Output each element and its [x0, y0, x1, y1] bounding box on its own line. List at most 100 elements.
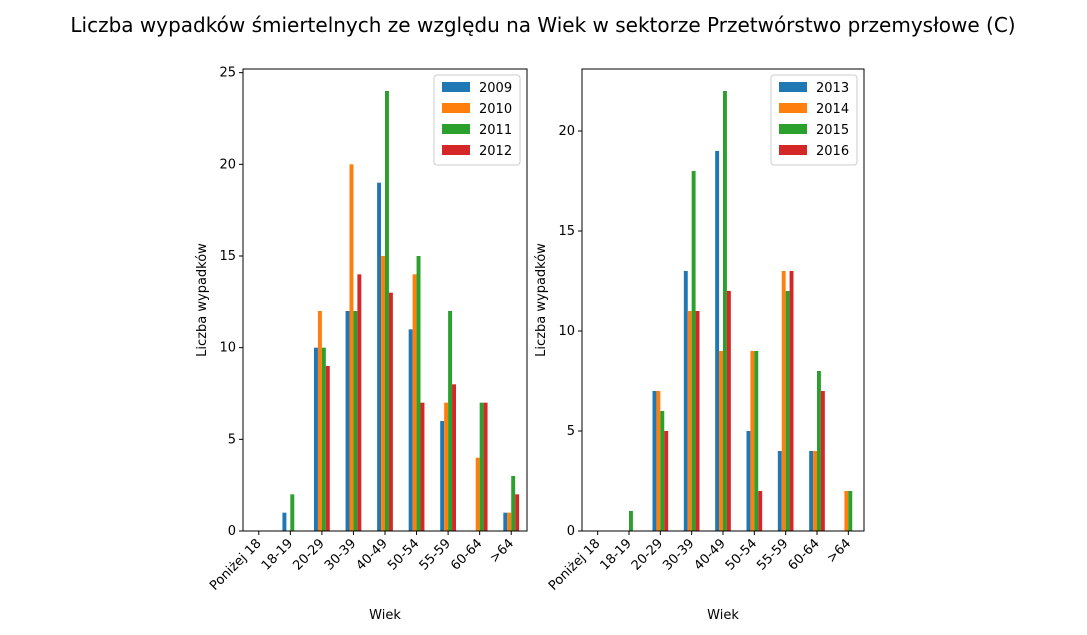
bar-2016-55-59 [789, 271, 794, 531]
legend-swatch-2011 [442, 124, 470, 134]
bar-2013-50-54 [746, 431, 751, 531]
legend-box [433, 74, 521, 166]
x-tick-label: 18-19 [259, 536, 296, 573]
bar-2009-20-29 [314, 347, 318, 531]
bar-2015-20-29 [660, 411, 665, 531]
legend: 2009 2010 2011 2012 [433, 74, 521, 166]
x-tick-label: 60-64 [786, 536, 823, 573]
y-tick-label: 5 [567, 424, 575, 439]
bar-2012-40-49 [388, 292, 393, 531]
bar-2016-20-29 [664, 431, 669, 531]
legend-label-2009: 2009 [479, 81, 512, 96]
bar-2016-30-39 [695, 311, 700, 531]
bar-2010->64 [507, 512, 512, 531]
legend: 2013 2014 2015 2016 [770, 74, 858, 166]
legend-label-2012: 2012 [479, 144, 512, 159]
bar-2013-20-29 [652, 391, 657, 531]
bar-2014-40-49 [719, 351, 723, 531]
bar-2016-50-54 [758, 491, 763, 531]
y-tick-label: 15 [558, 224, 575, 239]
legend-swatch-2015 [779, 124, 807, 134]
bar-2009-30-39 [345, 311, 350, 531]
x-tick-label: 60-64 [448, 536, 485, 573]
legend-label-2013: 2013 [816, 81, 849, 96]
x-tick-label: Poniżej 18 [546, 536, 603, 593]
y-tick-label: 15 [219, 249, 236, 264]
y-tick-label: 0 [228, 524, 236, 539]
x-tick-label: 50-54 [385, 536, 422, 573]
bar-2015-18-19 [629, 511, 633, 531]
x-tick-label: 50-54 [723, 536, 760, 573]
x-tick-label: 18-19 [598, 536, 635, 573]
x-tick-label: 40-49 [692, 536, 729, 573]
legend-label-2016: 2016 [816, 144, 849, 159]
legend-swatch-2016 [779, 145, 807, 155]
y-tick-label: 0 [567, 524, 575, 539]
bar-2011-60-64 [479, 402, 484, 531]
bar-2011-50-54 [416, 256, 421, 531]
bar-2011-18-19 [290, 494, 295, 531]
bar-2009->64 [503, 512, 508, 531]
x-axis-label: Wiek [707, 608, 739, 623]
bar-2009-55-59 [440, 421, 445, 531]
x-tick-label: >64 [487, 536, 517, 566]
bar-2015-60-64 [817, 371, 821, 531]
y-axis-label: Liczba wypadków [195, 243, 210, 357]
y-tick-label: 10 [219, 341, 236, 356]
y-tick-label: 10 [558, 324, 575, 339]
bar-2012-50-54 [420, 402, 425, 531]
bar-2014-20-29 [656, 391, 661, 531]
figure-title: Liczba wypadków śmiertelnych ze względu … [70, 13, 1015, 37]
legend-box [770, 74, 858, 166]
legend-swatch-2014 [779, 103, 807, 113]
x-tick-label: 40-49 [354, 536, 391, 573]
x-tick-label: 30-39 [322, 536, 359, 573]
bar-2013-30-39 [683, 271, 688, 531]
bar-2011-40-49 [385, 91, 389, 531]
x-tick-label: 55-59 [417, 536, 454, 573]
bar-2014-55-59 [781, 271, 786, 531]
bar-2009-18-19 [282, 512, 287, 531]
bar-2009-40-49 [377, 182, 382, 532]
y-tick-label: 25 [219, 66, 236, 81]
x-tick-label: 20-29 [629, 536, 666, 573]
bar-2010-55-59 [444, 402, 449, 531]
bar-2011-30-39 [353, 311, 358, 531]
bar-2011-55-59 [448, 311, 453, 531]
bar-2015-55-59 [785, 291, 790, 531]
legend-label-2015: 2015 [816, 123, 849, 138]
bar-2011->64 [511, 476, 516, 531]
bar-2012-30-39 [357, 274, 362, 531]
bar-2012-60-64 [483, 402, 488, 531]
bar-2010-30-39 [349, 164, 354, 531]
bar-2015-30-39 [691, 171, 696, 531]
bar-2010-40-49 [381, 256, 385, 531]
chart-panel-1: 0 5 10 15 20 25 Poniżej 1818-1920-2930-3940-49… [195, 66, 528, 623]
bar-2010-60-64 [475, 457, 480, 531]
x-tick-label: 55-59 [754, 536, 791, 573]
x-tick-label: 20-29 [290, 536, 327, 573]
x-tick-label: 30-39 [660, 536, 697, 573]
x-tick-label: Poniżej 18 [207, 536, 264, 593]
bar-2015-50-54 [754, 351, 759, 531]
bar-2016-60-64 [820, 391, 825, 531]
legend-label-2010: 2010 [479, 102, 512, 117]
bar-2010-50-54 [412, 274, 417, 531]
legend-swatch-2010 [442, 103, 470, 113]
chart-panel-2: 0 5 10 15 20 Poniżej 1818-1920-2930-3940-4950… [534, 68, 865, 623]
bar-2012-20-29 [325, 366, 330, 531]
bar-2010-20-29 [317, 311, 322, 531]
bar-2013-55-59 [777, 451, 782, 531]
legend-label-2011: 2011 [479, 123, 512, 138]
bar-2009-50-54 [408, 329, 413, 531]
legend-swatch-2012 [442, 145, 470, 155]
bar-2013-60-64 [809, 451, 814, 531]
bar-2015-40-49 [723, 91, 727, 531]
bar-2014->64 [844, 491, 849, 531]
bar-2014-60-64 [813, 451, 817, 531]
bar-2016-40-49 [726, 291, 731, 531]
legend-swatch-2009 [442, 82, 470, 92]
legend-label-2014: 2014 [816, 102, 849, 117]
